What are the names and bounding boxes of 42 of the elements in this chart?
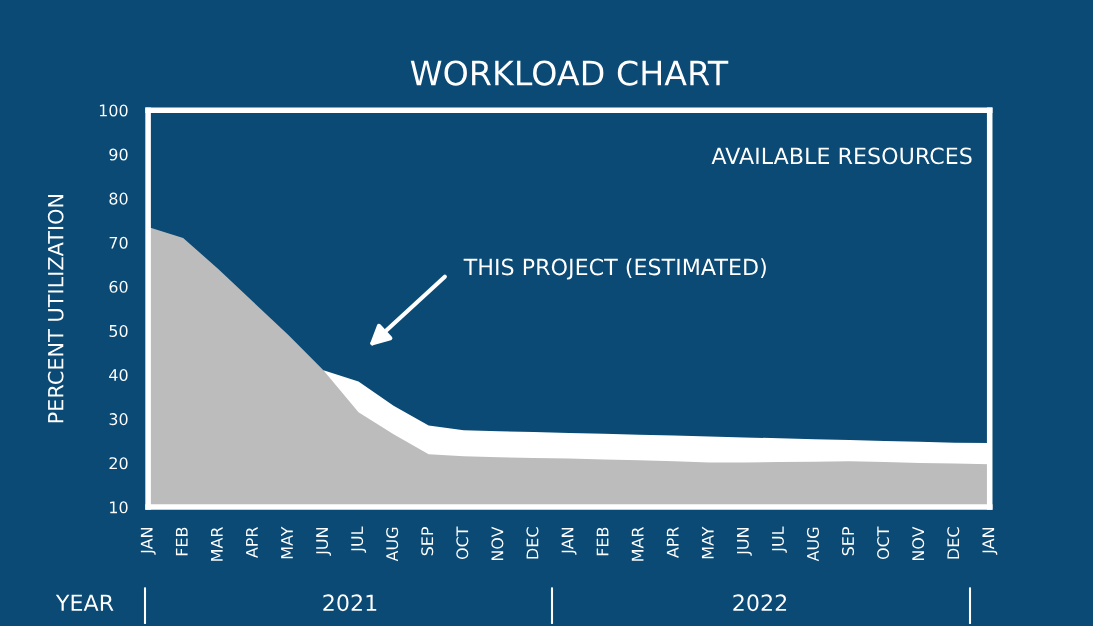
x-tick-label: APR: [246, 526, 258, 559]
x-tick-label: SEP: [842, 527, 855, 556]
x-tick-label: DEC: [947, 527, 960, 559]
x-tick-label: OCT: [877, 526, 890, 560]
x-tick-label: NOV: [491, 526, 504, 561]
x-tick-label: JAN: [140, 528, 156, 555]
x-tick-label: MAR: [631, 526, 644, 561]
x-tick-label: AUG: [386, 527, 399, 562]
text: 2021: [323, 594, 377, 612]
x-tick-label: DEC: [526, 527, 539, 559]
x-tick-label: APR: [666, 526, 679, 559]
x-tick-label: MAY: [701, 526, 714, 559]
x-tick-label: JUL: [351, 526, 367, 553]
x-tick-label: OCT: [456, 526, 469, 560]
x-tick-label: FEB: [596, 527, 609, 556]
x-tick-label: JAN: [561, 528, 577, 555]
y-axis-title: PERCENT UTILIZATION: [47, 194, 64, 423]
x-tick-label: JAN: [982, 528, 998, 555]
x-tick-label: JUN: [737, 528, 752, 556]
x-tick-label: JUL: [772, 526, 787, 553]
x-tick-label: MAY: [281, 526, 293, 559]
y-tick-label: 10: [110, 501, 128, 514]
text: 2022: [733, 594, 787, 612]
y-tick-label: 100: [99, 104, 128, 117]
x-tick-label: SEP: [421, 527, 434, 556]
x-tick-label: MAR: [211, 526, 223, 561]
y-tick-label: 30: [109, 413, 128, 426]
y-tick-label: 40: [109, 368, 128, 382]
annotation: THIS PROJECT (ESTIMATED): [463, 258, 766, 280]
chart-title: WORKLOAD CHART: [410, 60, 729, 86]
y-tick-label: 20: [109, 457, 128, 470]
annotation: AVAILABLE RESOURCES: [711, 147, 972, 165]
y-tick-label: 50: [109, 324, 128, 337]
y-tick-label: 80: [109, 192, 128, 205]
x-tick-label: AUG: [806, 527, 820, 562]
x-tick-label: NOV: [912, 526, 925, 561]
y-tick-label: 70: [109, 236, 128, 249]
text: YEAR: [55, 594, 114, 611]
x-tick-label: JUN: [316, 528, 332, 556]
y-tick-label: 90: [109, 148, 128, 161]
y-tick-label: 60: [109, 280, 128, 293]
x-tick-label: FEB: [175, 527, 188, 556]
